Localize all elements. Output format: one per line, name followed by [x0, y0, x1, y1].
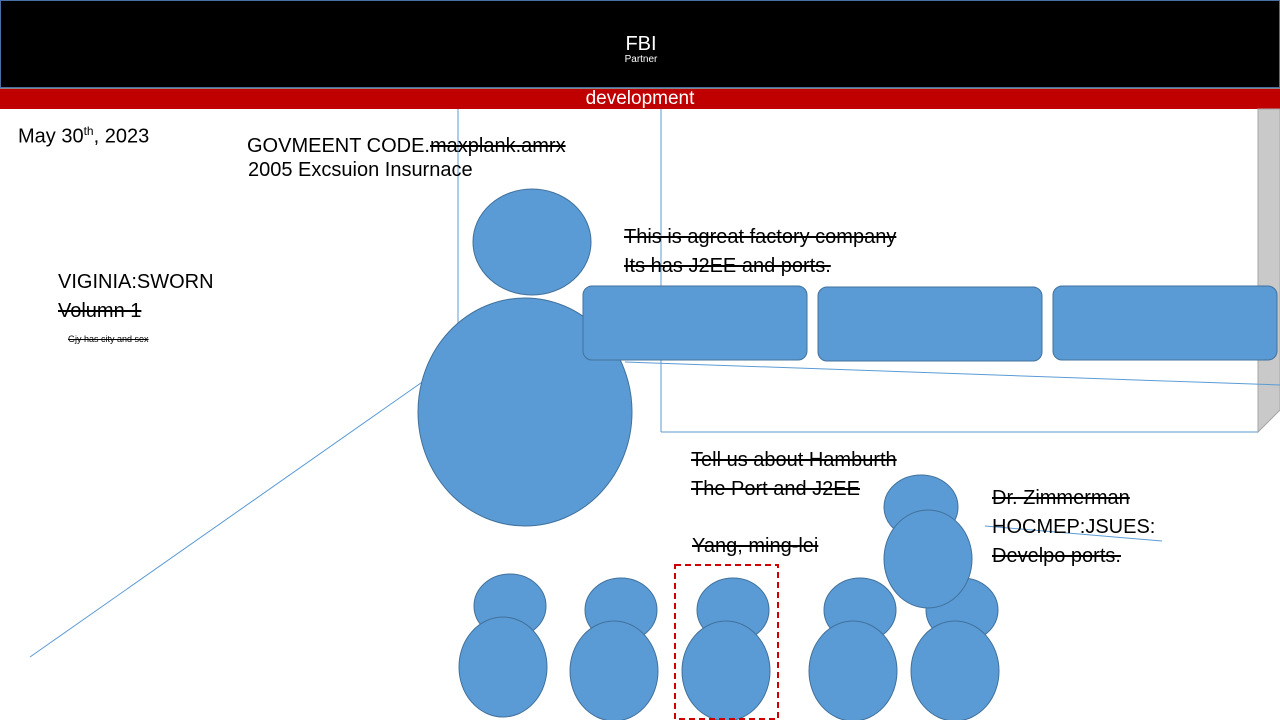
screen-panel-3[interactable] — [1052, 285, 1278, 361]
screen-panel-2[interactable] — [817, 286, 1043, 362]
date-sup: th — [83, 124, 94, 138]
header-title: FBI — [625, 33, 657, 55]
code-prefix: GOVMEENT CODE. — [247, 135, 430, 157]
code-line-2: 2005 Excsuion Insurnace — [248, 159, 473, 181]
audience-body-5[interactable] — [910, 620, 1000, 720]
header-bar: FBI Partner — [0, 0, 1280, 88]
selection-box[interactable] — [674, 564, 779, 720]
audience-body-1[interactable] — [458, 616, 548, 718]
development-band: development — [0, 88, 1280, 109]
standing-body[interactable] — [883, 509, 973, 609]
code-line-1: GOVMEENT CODE.maxplank.amrx — [247, 134, 566, 158]
audience-body-4[interactable] — [808, 620, 898, 720]
date-rest: , 2023 — [93, 125, 150, 148]
factory-note-line-1: This is agreat factory company — [624, 226, 897, 248]
small-note: Gjy has city and sex — [68, 334, 149, 344]
hamburth-note-line-2: The Port and J2EE — [691, 478, 860, 500]
zimmerman-task: Develpo ports. — [992, 545, 1121, 567]
perspective-line-left — [29, 377, 429, 658]
presenter-body[interactable] — [417, 297, 633, 527]
perspective-line-right — [624, 361, 1280, 386]
audience-body-3[interactable] — [681, 620, 771, 720]
screen-panel-1[interactable] — [582, 285, 808, 361]
zimmerman-code: HOCMEP:JSUES: — [992, 516, 1156, 538]
hamburth-note-line-1: Tell us about Hamburth — [691, 449, 897, 471]
slide-date: May 30th, 2023 — [18, 119, 149, 149]
code-struck: maxplank.amrx — [430, 135, 566, 157]
audience-body-2[interactable] — [569, 620, 659, 720]
volumn-label: Volumn 1 — [58, 300, 142, 322]
date-main: May 30 — [18, 125, 84, 148]
side-wall — [1257, 108, 1280, 434]
header-subtitle: Partner — [624, 54, 658, 65]
person-label: Yang, ming-lei — [692, 535, 819, 557]
viginia-label: VIGINIA:SWORN — [58, 271, 214, 293]
factory-note-line-2: Its has J2EE and ports. — [624, 255, 831, 277]
presenter-head[interactable] — [472, 188, 592, 296]
connector-line — [984, 525, 1163, 542]
zimmerman-name: Dr. Zimmerman — [992, 487, 1130, 509]
